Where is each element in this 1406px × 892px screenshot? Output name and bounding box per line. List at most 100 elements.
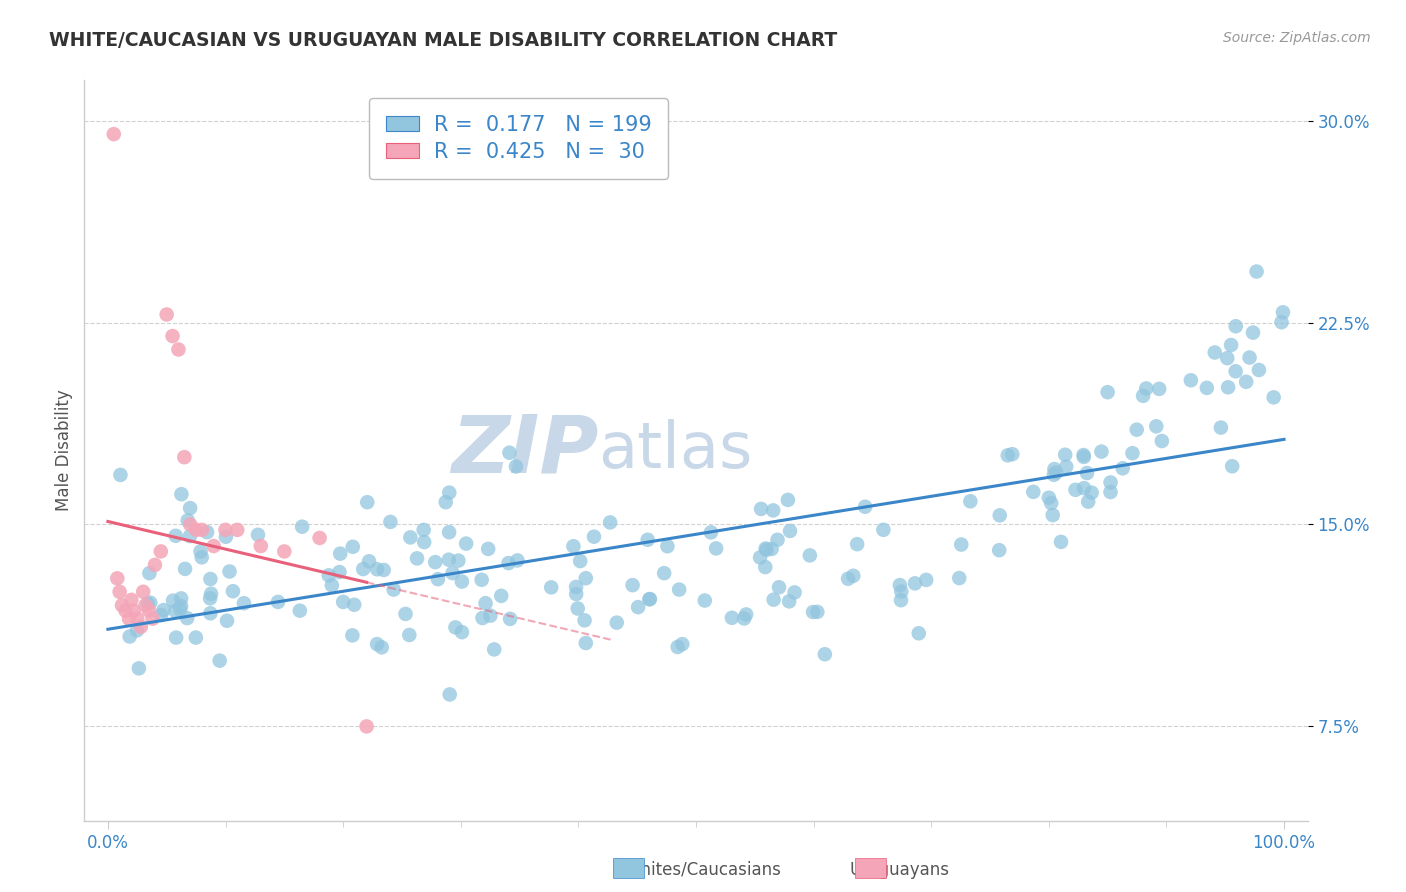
Point — [447, 553, 470, 567]
Point — [904, 576, 927, 591]
Point — [671, 637, 693, 651]
Point — [195, 525, 218, 540]
Point — [735, 607, 758, 622]
Point — [1073, 450, 1095, 464]
Point — [412, 523, 434, 537]
Point — [1112, 461, 1135, 475]
Point — [499, 612, 522, 626]
Point — [1040, 496, 1063, 510]
Point — [380, 515, 402, 529]
Point — [129, 620, 152, 634]
Point — [1099, 485, 1122, 500]
Point — [329, 547, 352, 561]
Point — [190, 550, 212, 565]
Point — [114, 604, 136, 618]
Point — [761, 541, 783, 556]
Point — [733, 611, 755, 625]
Point — [142, 612, 165, 626]
Point — [778, 594, 800, 608]
Y-axis label: Male Disability: Male Disability — [55, 390, 73, 511]
Point — [439, 485, 461, 500]
Point — [222, 584, 245, 599]
Point — [342, 628, 364, 642]
Point — [179, 517, 201, 532]
Point — [652, 566, 675, 581]
Point — [582, 530, 605, 544]
Point — [108, 584, 131, 599]
Point — [489, 589, 512, 603]
Point — [156, 308, 179, 322]
Point — [200, 607, 222, 621]
Point — [853, 500, 876, 514]
Point — [173, 450, 195, 465]
Point — [198, 591, 221, 606]
Point — [1135, 381, 1157, 395]
Point — [291, 519, 314, 533]
Point — [1050, 535, 1073, 549]
Point — [562, 539, 585, 553]
Point — [1054, 459, 1077, 474]
Point — [437, 552, 460, 566]
Point — [1073, 481, 1095, 495]
Point — [846, 537, 869, 551]
Point — [373, 563, 395, 577]
Point — [1180, 373, 1202, 387]
Point — [1216, 351, 1239, 366]
Point — [1043, 462, 1066, 476]
Point — [1073, 448, 1095, 462]
Point — [700, 525, 723, 540]
Point — [1147, 382, 1170, 396]
Point — [565, 587, 588, 601]
Point — [1080, 485, 1102, 500]
Point — [136, 597, 159, 611]
Point — [1132, 389, 1154, 403]
Point — [627, 600, 650, 615]
Point — [170, 487, 193, 501]
Point — [352, 562, 374, 576]
Point — [1246, 264, 1268, 278]
Point — [1271, 305, 1294, 319]
Text: Source: ZipAtlas.com: Source: ZipAtlas.com — [1223, 31, 1371, 45]
Point — [169, 602, 191, 616]
Point — [506, 553, 529, 567]
Point — [202, 539, 225, 553]
Point — [249, 539, 271, 553]
Point — [1209, 420, 1232, 434]
Point — [165, 604, 187, 618]
Point — [1090, 444, 1112, 458]
Point — [218, 565, 240, 579]
Point — [441, 566, 464, 580]
Point — [413, 535, 436, 549]
Point — [399, 530, 422, 544]
Point — [1099, 475, 1122, 490]
Point — [766, 533, 789, 547]
Point — [127, 612, 149, 626]
Point — [599, 516, 621, 530]
Point — [165, 631, 187, 645]
Point — [1195, 381, 1218, 395]
Point — [103, 127, 125, 141]
Point — [755, 542, 778, 557]
Point — [776, 492, 799, 507]
Point — [176, 611, 198, 625]
Point — [1042, 508, 1064, 522]
Point — [755, 541, 778, 556]
Point — [907, 626, 929, 640]
Point — [427, 572, 450, 586]
Point — [356, 719, 378, 733]
Point — [621, 578, 644, 592]
Point — [1077, 494, 1099, 508]
Point — [118, 630, 141, 644]
Point — [721, 611, 744, 625]
Point — [799, 549, 821, 563]
Point — [814, 647, 837, 661]
Point — [479, 608, 502, 623]
Point — [1241, 326, 1264, 340]
Point — [273, 544, 295, 558]
Point — [474, 596, 496, 610]
Point — [170, 591, 193, 606]
Point — [139, 596, 162, 610]
Point — [1043, 467, 1066, 482]
Point — [762, 503, 785, 517]
Point — [184, 631, 207, 645]
